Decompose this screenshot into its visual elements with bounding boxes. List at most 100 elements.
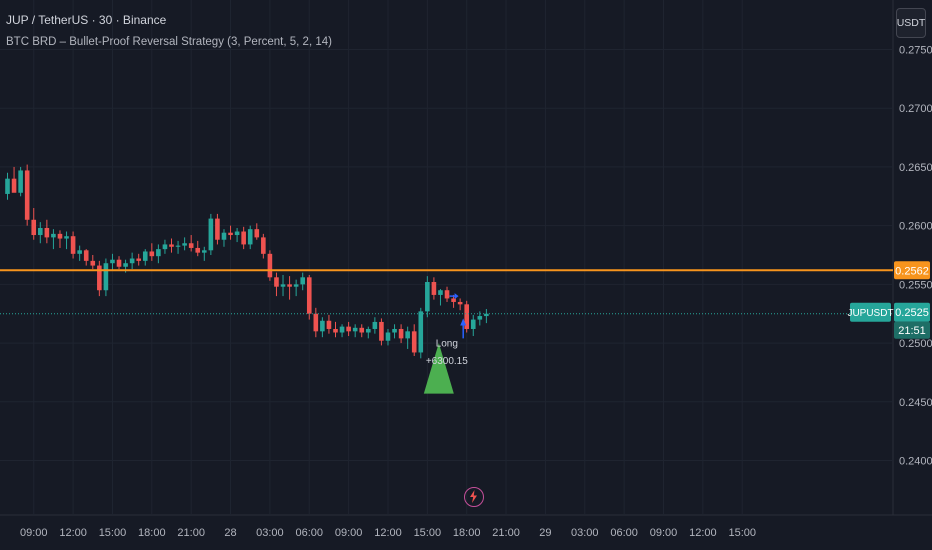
arrow-right-icon [454, 293, 459, 300]
candle [70, 231, 76, 259]
x-tick-label: 06:00 [295, 527, 323, 539]
x-tick-label: 15:00 [414, 527, 442, 539]
candle [379, 318, 384, 346]
x-tick-label: 12:00 [374, 527, 402, 539]
currency-button[interactable]: USDT [896, 8, 926, 38]
candle-body [149, 251, 155, 257]
candle [31, 208, 37, 240]
symbol-badge: JUPUSDT [847, 308, 893, 319]
candle [431, 277, 437, 300]
candle-body [438, 290, 443, 295]
candle [51, 229, 56, 250]
candle-series [5, 164, 489, 359]
candle-body [359, 327, 365, 333]
candle-body [156, 249, 161, 257]
y-tick-label: 0.2600 [899, 221, 932, 233]
candle [346, 321, 351, 337]
x-tick-label: 18:00 [138, 527, 166, 539]
y-tick-label: 0.2450 [899, 397, 932, 409]
candle-body [44, 227, 50, 238]
candle [392, 324, 397, 339]
candle [438, 289, 443, 306]
candle-body [267, 253, 273, 278]
study-title[interactable]: BTC BRD – Bullet-Proof Reversal Strategy… [6, 36, 332, 48]
candle-body [175, 245, 181, 247]
candle-body [129, 258, 135, 264]
candle-body [215, 218, 220, 240]
symbol-title[interactable]: JUP / TetherUS · 30 · Binance [6, 13, 167, 27]
candle-body [333, 328, 338, 333]
candle-body [208, 218, 214, 251]
candle-body [142, 251, 148, 261]
candle [57, 230, 63, 248]
candle-body [398, 328, 404, 339]
x-tick-label: 09:00 [335, 527, 363, 539]
candle [372, 317, 378, 334]
candle-body [70, 236, 76, 254]
candle-body [451, 298, 456, 302]
candle [405, 326, 410, 349]
time-axis[interactable]: 09:00 12:00 15:00 18:00 21:00 28 03:00 06:00 09:… [20, 527, 756, 539]
candle [411, 324, 417, 356]
y-tick-label: 0.2650 [899, 162, 932, 174]
candle-body [379, 321, 384, 341]
candle-body [484, 313, 489, 317]
candle [306, 274, 312, 320]
candle [64, 231, 69, 250]
candle-body [247, 229, 253, 245]
candle-body [346, 326, 351, 332]
candle [116, 256, 122, 270]
x-tick-label: 03:00 [571, 527, 599, 539]
x-tick-label: 12:00 [689, 527, 717, 539]
lightning-icon[interactable] [464, 487, 484, 507]
candle [5, 172, 10, 200]
candle [202, 246, 207, 261]
candle-body [274, 277, 279, 287]
candle-body [169, 244, 174, 247]
level-price-badge-bg [894, 261, 930, 280]
bar-countdown-bg [894, 321, 930, 339]
candle-body [385, 332, 391, 341]
candle-body [405, 331, 410, 339]
candle [215, 213, 220, 245]
candle-body [457, 301, 463, 305]
candle-body [411, 331, 417, 353]
x-tick-label: 29 [539, 527, 551, 539]
x-tick-label: 15:00 [99, 527, 127, 539]
candle-body [188, 243, 194, 248]
price-axis[interactable]: 0.2750 0.2700 0.2650 0.2600 0.2550 0.2500 0.24… [899, 45, 932, 468]
candle [136, 253, 141, 266]
candle [221, 229, 227, 247]
candle [247, 225, 253, 250]
candle-body [372, 321, 378, 329]
candle-body [392, 328, 397, 333]
horizontal-levels [0, 269, 893, 315]
candle-body [103, 263, 109, 291]
candle [352, 324, 358, 338]
candle-body [116, 259, 122, 267]
candle-body [306, 277, 312, 314]
candle [188, 235, 194, 252]
symbol-badge-bg [850, 302, 891, 322]
candle [208, 213, 214, 255]
y-tick-label: 0.2550 [899, 279, 932, 291]
x-tick-label: 06:00 [610, 527, 638, 539]
y-tick-label: 0.2700 [899, 103, 932, 115]
candle [477, 311, 483, 326]
candle [149, 243, 155, 261]
last-price-badge-bg [894, 302, 930, 322]
y-tick-label: 0.2400 [899, 456, 932, 468]
candle [451, 294, 456, 308]
candle-body [280, 284, 286, 287]
level-price-badge: 0.2562 [895, 265, 929, 277]
candle [175, 240, 181, 254]
candle [333, 321, 338, 338]
candle [156, 244, 161, 264]
candle [90, 255, 96, 270]
candle [300, 272, 305, 291]
candle [254, 223, 260, 240]
candle-body [234, 231, 240, 236]
candle [267, 250, 273, 281]
candle-body [444, 290, 450, 299]
